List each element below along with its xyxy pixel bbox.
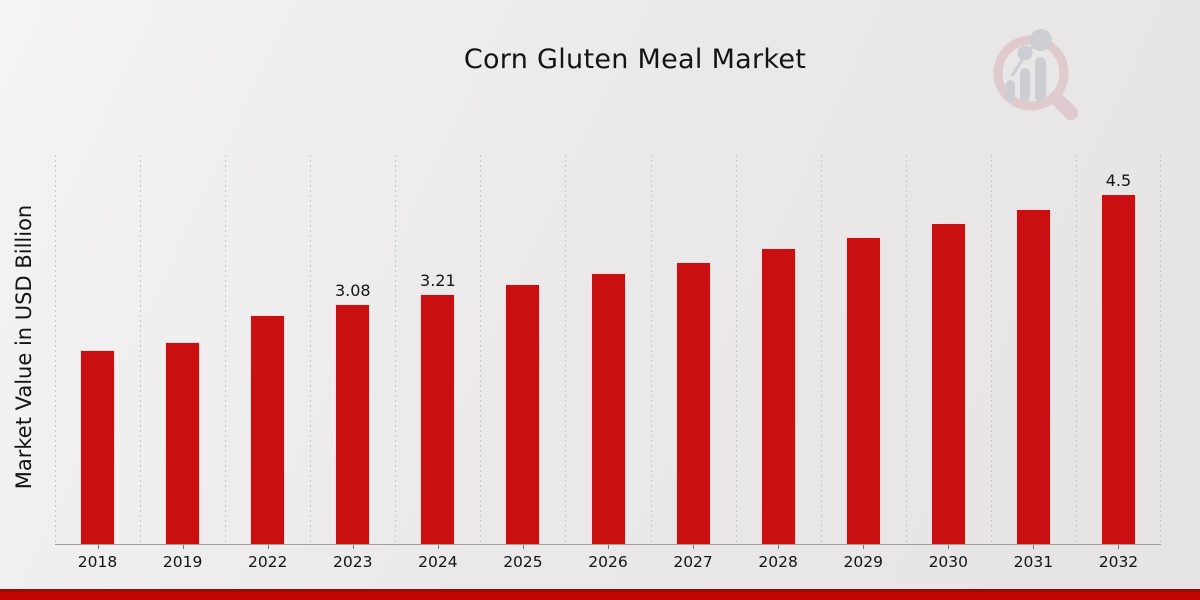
bar-2027 — [675, 261, 711, 544]
bar-2031 — [1015, 208, 1051, 544]
x-tick-label-2025: 2025 — [503, 553, 543, 571]
gridline — [650, 155, 652, 544]
x-axis-labels: 2018 2019 2022 2023 2024 2025 2026 2027 2028 2029… — [55, 553, 1161, 575]
gridline — [480, 155, 482, 544]
x-axis-tick — [522, 545, 524, 549]
x-axis-tick — [863, 545, 865, 549]
x-tick-label-2030: 2030 — [928, 553, 969, 571]
bar-2030 — [930, 222, 966, 544]
y-axis-label: Market Value in USD Billion — [12, 204, 36, 490]
x-tick-label-2023: 2023 — [333, 553, 373, 571]
gridline — [565, 155, 567, 544]
bar-value-label-2032: 4.5 — [1105, 170, 1132, 190]
x-tick-label-2028: 2028 — [758, 553, 798, 571]
gridline — [990, 155, 992, 544]
bar-2029 — [845, 236, 881, 544]
x-axis-tick — [182, 545, 184, 549]
x-axis-tick — [608, 545, 609, 549]
x-axis-tick — [97, 545, 99, 549]
x-tick-label-2022: 2022 — [247, 553, 288, 571]
bar-value-label-2023: 3.08 — [334, 281, 371, 301]
footer-accent-bar — [0, 589, 1200, 600]
x-tick-label-2027: 2027 — [673, 553, 713, 571]
x-tick-label-2029: 2029 — [843, 553, 883, 571]
x-axis-tick — [267, 545, 269, 549]
x-axis-tick — [693, 545, 695, 549]
gridline — [395, 155, 397, 544]
gridline — [1160, 155, 1161, 544]
chart-title: Corn Gluten Meal Market — [463, 44, 807, 75]
x-axis-tick — [1118, 545, 1120, 549]
x-axis-tick — [437, 545, 439, 549]
gridline — [735, 155, 737, 544]
bar-chart-icon — [1006, 29, 1052, 102]
bar-2024 — [420, 294, 456, 544]
x-tick-label-2019: 2019 — [162, 553, 203, 571]
gridline — [140, 155, 142, 544]
gridline — [310, 155, 312, 544]
x-axis-tick — [1033, 545, 1035, 549]
magnifier-icon — [993, 35, 1078, 120]
gridline — [225, 155, 227, 544]
gridline — [1075, 155, 1077, 544]
bar-2019 — [165, 341, 201, 544]
bar-2018 — [80, 349, 116, 544]
watermark-logo — [993, 29, 1078, 120]
bar-value-label-2024: 3.21 — [420, 271, 456, 291]
gridline — [905, 155, 907, 544]
bar-2026 — [590, 273, 626, 544]
bar-2028 — [760, 248, 796, 544]
x-tick-label-2032: 2032 — [1098, 553, 1139, 571]
x-tick-label-2018: 2018 — [77, 553, 118, 571]
x-axis-tick — [778, 545, 780, 549]
bar-2022 — [250, 315, 286, 544]
bar-2032 — [1100, 193, 1136, 544]
bar-2023 — [335, 304, 371, 544]
x-axis-tick — [352, 545, 354, 549]
x-axis-tick — [948, 545, 950, 549]
x-tick-label-2024: 2024 — [418, 553, 458, 571]
x-tick-label-2031: 2031 — [1013, 553, 1054, 571]
x-tick-label-2026: 2026 — [588, 553, 628, 571]
gridline — [55, 155, 56, 544]
gridline — [820, 155, 822, 544]
plot-area: 3.08 3.21 4.5 — [55, 155, 1161, 549]
bar-2025 — [505, 284, 541, 544]
